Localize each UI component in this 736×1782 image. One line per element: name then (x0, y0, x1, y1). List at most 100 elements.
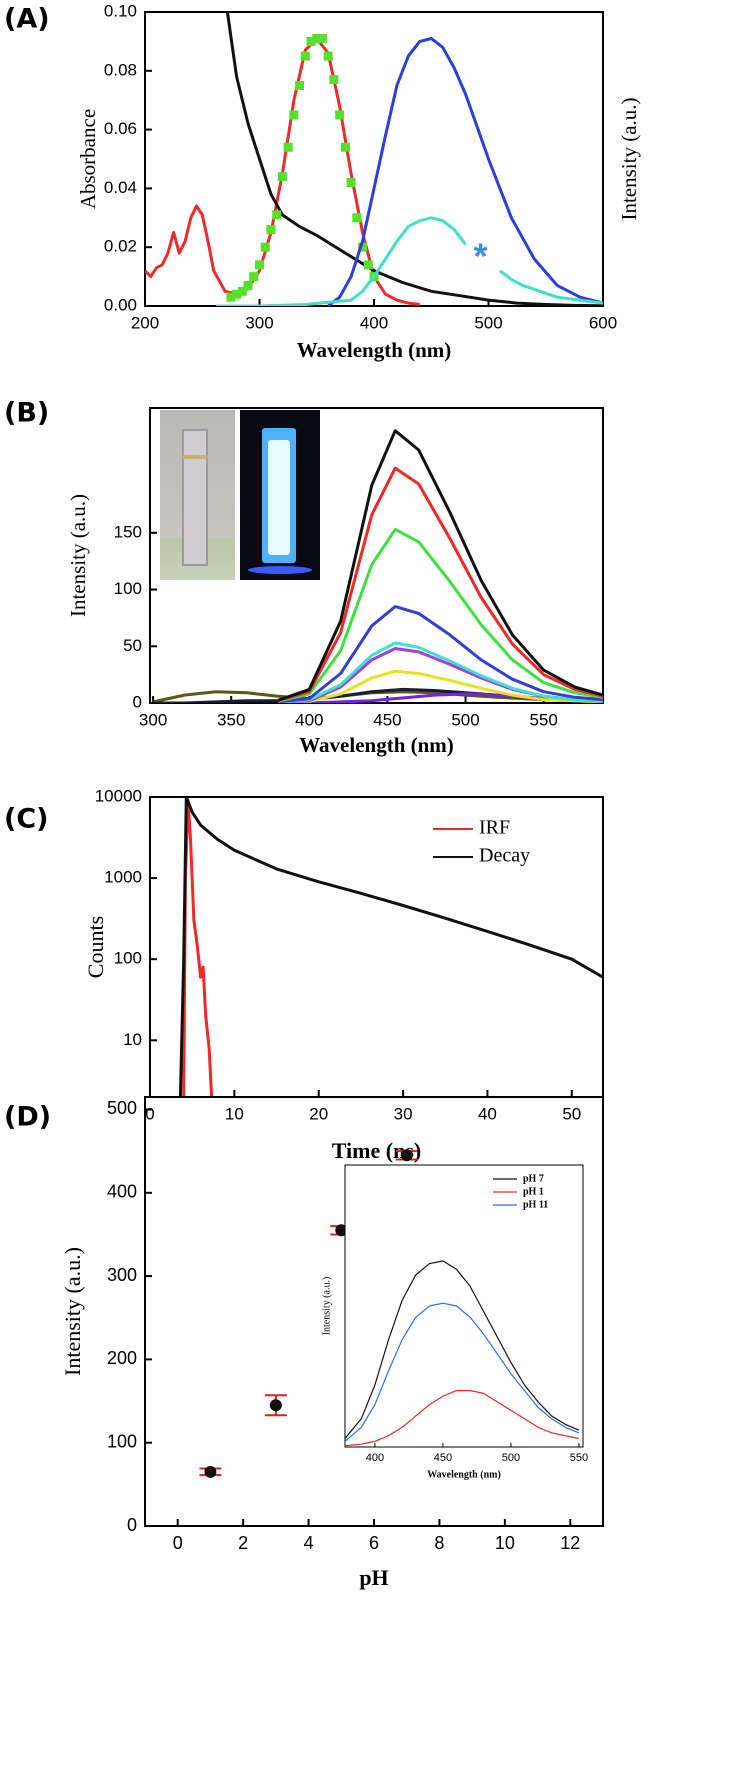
line (277, 605, 603, 703)
legend-label: pH 11 (523, 1199, 548, 1210)
marker (255, 260, 264, 270)
x-tick-label: 450 (434, 1452, 452, 1464)
y-tick-label: 1000 (104, 868, 142, 887)
marker (277, 172, 287, 182)
plot-area (152, 429, 603, 703)
marker (340, 142, 350, 152)
marker (358, 242, 368, 252)
point (204, 1465, 217, 1478)
y-axis-label: Intensity (a.u.) (66, 494, 90, 617)
y-tick-label: 0.10 (104, 1, 137, 20)
x-tick-label: 0 (145, 1104, 154, 1123)
panel-label: (B) (4, 398, 49, 429)
x-axis-label: Wavelength (nm) (297, 338, 452, 362)
line (277, 429, 603, 702)
legend-label: IRF (479, 817, 510, 839)
line (182, 799, 214, 1097)
panel-label: (A) (4, 4, 50, 35)
y-tick-label: 150 (114, 522, 142, 541)
x-tick-label: 350 (217, 710, 245, 729)
x-tick-label: 10 (495, 1533, 515, 1553)
y-tick-label: 100 (114, 949, 142, 968)
line (327, 37, 603, 306)
x-tick-label: 500 (451, 710, 479, 729)
plot-area (145, 12, 603, 306)
y-tick-label: 500 (107, 1098, 137, 1118)
panel-label: (D) (4, 1102, 51, 1133)
line (277, 527, 603, 703)
marker (266, 225, 276, 235)
plot-frame (344, 1164, 584, 1448)
x-tick-label: 600 (589, 313, 617, 332)
panel-label: (C) (4, 804, 49, 835)
plot-frame (149, 407, 604, 704)
y2-axis-label: Intensity (a.u.) (617, 97, 641, 220)
marker (260, 242, 270, 252)
x-axis-label: Wavelength (nm) (427, 1469, 501, 1480)
marker (226, 292, 236, 302)
line (345, 1260, 580, 1439)
marker (346, 178, 356, 188)
y-axis-label: Intensity (a.u.) (60, 1247, 85, 1376)
x-tick-label: 400 (295, 710, 323, 729)
marker (312, 33, 322, 43)
y-tick-label: 400 (107, 1182, 137, 1202)
x-tick-label: 400 (360, 313, 388, 332)
y-axis-label: Intensity (a.u.) (321, 1277, 332, 1336)
x-axis-label: pH (359, 1565, 388, 1590)
panel: 300 350 400 450 500 550 0 50 100 150 (B) Wavelength… (4, 398, 604, 757)
x-tick-label: 4 (304, 1533, 314, 1553)
marker (323, 51, 333, 61)
y-tick-label: 10 (123, 1030, 142, 1049)
x-tick-label: 40 (478, 1104, 497, 1123)
marker (317, 33, 327, 43)
line (277, 466, 603, 703)
marker (283, 142, 293, 152)
line (216, 216, 603, 306)
x-tick-label: 500 (474, 313, 502, 332)
x-tick-label: 10 (225, 1104, 244, 1123)
y-tick-label: 100 (107, 1431, 137, 1451)
plot-area (178, 797, 603, 1097)
marker (329, 75, 339, 85)
x-tick-label: 2 (238, 1533, 248, 1553)
y-tick-label: 0.06 (104, 119, 137, 138)
y-tick-label: 0 (133, 692, 142, 711)
annotation: * (473, 235, 487, 276)
y-tick-label: 100 (114, 579, 142, 598)
marker (272, 210, 282, 220)
y-tick-label: 0.08 (104, 60, 137, 79)
marker (249, 272, 259, 282)
legend-label: pH 7 (523, 1173, 544, 1184)
line (345, 1390, 580, 1447)
x-axis-label: Wavelength (nm) (299, 733, 454, 757)
legend-label: pH 1 (523, 1186, 544, 1197)
y-tick-label: 0.04 (104, 178, 137, 197)
photo-uv (240, 410, 320, 580)
x-tick-label: 6 (369, 1533, 379, 1553)
x-tick-label: 550 (570, 1452, 588, 1464)
marker (363, 260, 373, 270)
marker (352, 213, 362, 223)
x-tick-label: 200 (131, 313, 159, 332)
plot-area (345, 1260, 580, 1447)
point (269, 1399, 282, 1412)
x-tick-label: 12 (560, 1533, 580, 1553)
y-tick-label: 10000 (95, 786, 142, 805)
line (345, 1302, 580, 1442)
x-tick-label: 0 (173, 1533, 183, 1553)
plot-frame (144, 11, 604, 307)
x-tick-label: 20 (309, 1104, 328, 1123)
marker (306, 36, 316, 46)
marker (232, 289, 242, 299)
x-tick-label: 30 (394, 1104, 413, 1123)
x-tick-label: 500 (502, 1452, 520, 1464)
y-tick-label: 50 (123, 636, 142, 655)
x-tick-label: 550 (529, 710, 557, 729)
line (225, 12, 603, 306)
x-tick-label: 450 (373, 710, 401, 729)
x-tick-label: 300 (139, 710, 167, 729)
panel: 200 300 400 500 600 0.00 0.02 0.04 0.06 0.08 0.10 (… (4, 1, 641, 361)
